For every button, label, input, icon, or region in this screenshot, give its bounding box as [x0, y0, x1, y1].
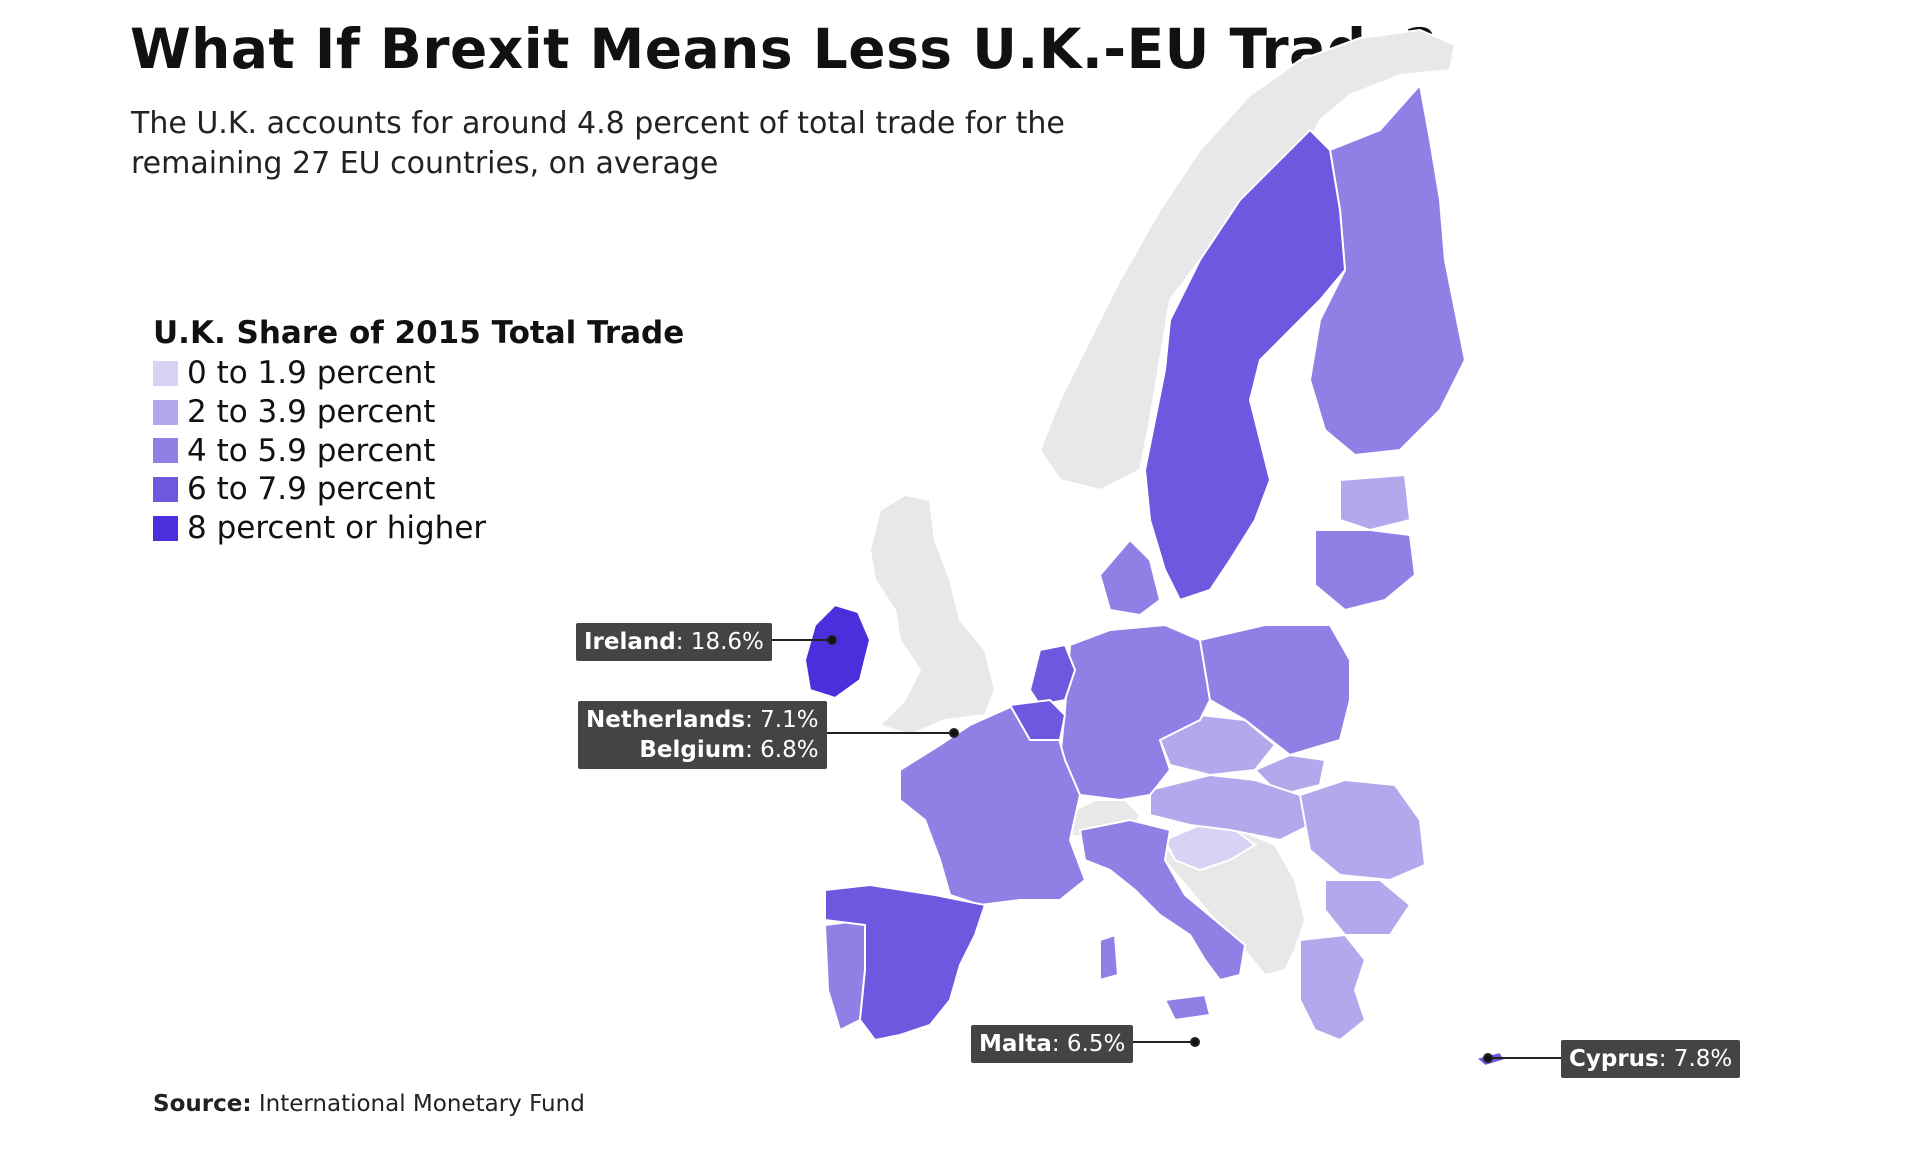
- greece-shape: [1299, 933, 1367, 1042]
- legend-swatch: [153, 438, 178, 464]
- ireland-marker: [827, 635, 837, 645]
- subtitle: The U.K. accounts for around 4.8 percent…: [131, 106, 1065, 181]
- callout-value: : 18.6%: [675, 629, 764, 655]
- malta-callout: Malta: 6.5%: [971, 1025, 1134, 1063]
- sardinia-shape: [1099, 933, 1120, 982]
- netherlands-shape: [1028, 643, 1077, 707]
- bulgaria-shape: [1324, 879, 1412, 936]
- callout-country: Ireland: [584, 629, 676, 655]
- belgium-line: Belgium: 6.8%: [586, 735, 819, 765]
- france-shape: [899, 703, 1087, 907]
- legend-label: 2 to 3.9 percent: [187, 394, 436, 431]
- legend-swatch: [153, 360, 178, 386]
- callout-country: Malta: [979, 1031, 1052, 1057]
- austria-hungary-shape: [1149, 773, 1322, 842]
- legend-swatch: [153, 476, 178, 502]
- sicily-shape: [1163, 993, 1212, 1022]
- sweden-shape: [1143, 128, 1347, 602]
- italy-shape: [1078, 818, 1247, 982]
- legend-item: 4 to 5.9 percent: [153, 431, 684, 470]
- legend-swatch: [153, 399, 178, 425]
- ireland-callout: Ireland: 18.6%: [576, 623, 772, 661]
- legend-title: U.K. Share of 2015 Total Trade: [153, 315, 685, 351]
- legend-item: 2 to 3.9 percent: [153, 393, 684, 432]
- norway-shape: [1038, 28, 1457, 492]
- legend-item: 6 to 7.9 percent: [153, 470, 684, 509]
- uk-shape: [868, 493, 997, 737]
- callout-country: Netherlands: [586, 707, 746, 733]
- callout-value: : 6.8%: [745, 737, 819, 763]
- netherlands-belgium-callout: Netherlands: 7.1% Belgium: 6.8%: [578, 701, 827, 769]
- spain-shape: [824, 883, 987, 1042]
- eu-band-8-plus: [803, 603, 872, 700]
- romania-shape: [1298, 778, 1427, 882]
- poland-shape: [1198, 624, 1351, 757]
- callout-value: : 7.1%: [745, 707, 819, 733]
- germany-shape: [1058, 623, 1212, 802]
- legend-item: 0 to 1.9 percent: [153, 354, 684, 393]
- page-title: What If Brexit Means Less U.K.-EU Trade?: [130, 17, 1437, 81]
- callout-country: Cyprus: [1569, 1046, 1659, 1072]
- latvia-lithuania-shape: [1314, 529, 1417, 612]
- eu-band-4-6: [823, 82, 1467, 1032]
- malta-marker: [1190, 1037, 1200, 1047]
- cyprus-callout: Cyprus: 7.8%: [1561, 1040, 1741, 1078]
- eu-band-2-4: [1149, 473, 1427, 1042]
- finland-shape: [1308, 82, 1467, 457]
- legend-label: 6 to 7.9 percent: [187, 471, 436, 508]
- eu-band-6-8: [824, 128, 1507, 1068]
- callout-value: : 7.8%: [1658, 1046, 1733, 1072]
- source-note: Source: International Monetary Fund: [153, 1091, 585, 1117]
- legend-label: 8 percent or higher: [187, 510, 487, 547]
- belgium-shape: [1008, 698, 1067, 741]
- legend-label: 4 to 5.9 percent: [187, 432, 436, 469]
- czechia-shape: [1158, 713, 1277, 777]
- portugal-shape: [823, 918, 866, 1032]
- legend: U.K. Share of 2015 Total Trade 0 to 1.9 …: [153, 312, 684, 547]
- legend-swatch: [153, 515, 178, 541]
- source-label: Source:: [153, 1091, 252, 1117]
- ireland-shape: [803, 603, 872, 700]
- legend-item: 8 percent or higher: [153, 509, 684, 548]
- denmark-shape: [1098, 538, 1162, 617]
- netherlands-line: Netherlands: 7.1%: [586, 705, 819, 735]
- source-text: International Monetary Fund: [258, 1091, 585, 1117]
- callout-country: Belgium: [639, 737, 746, 763]
- callout-value: : 6.5%: [1051, 1031, 1126, 1057]
- legend-label: 0 to 1.9 percent: [187, 355, 436, 392]
- netherlands-belgium-marker: [949, 728, 959, 738]
- cyprus-marker: [1483, 1053, 1493, 1063]
- estonia-shape: [1339, 473, 1412, 532]
